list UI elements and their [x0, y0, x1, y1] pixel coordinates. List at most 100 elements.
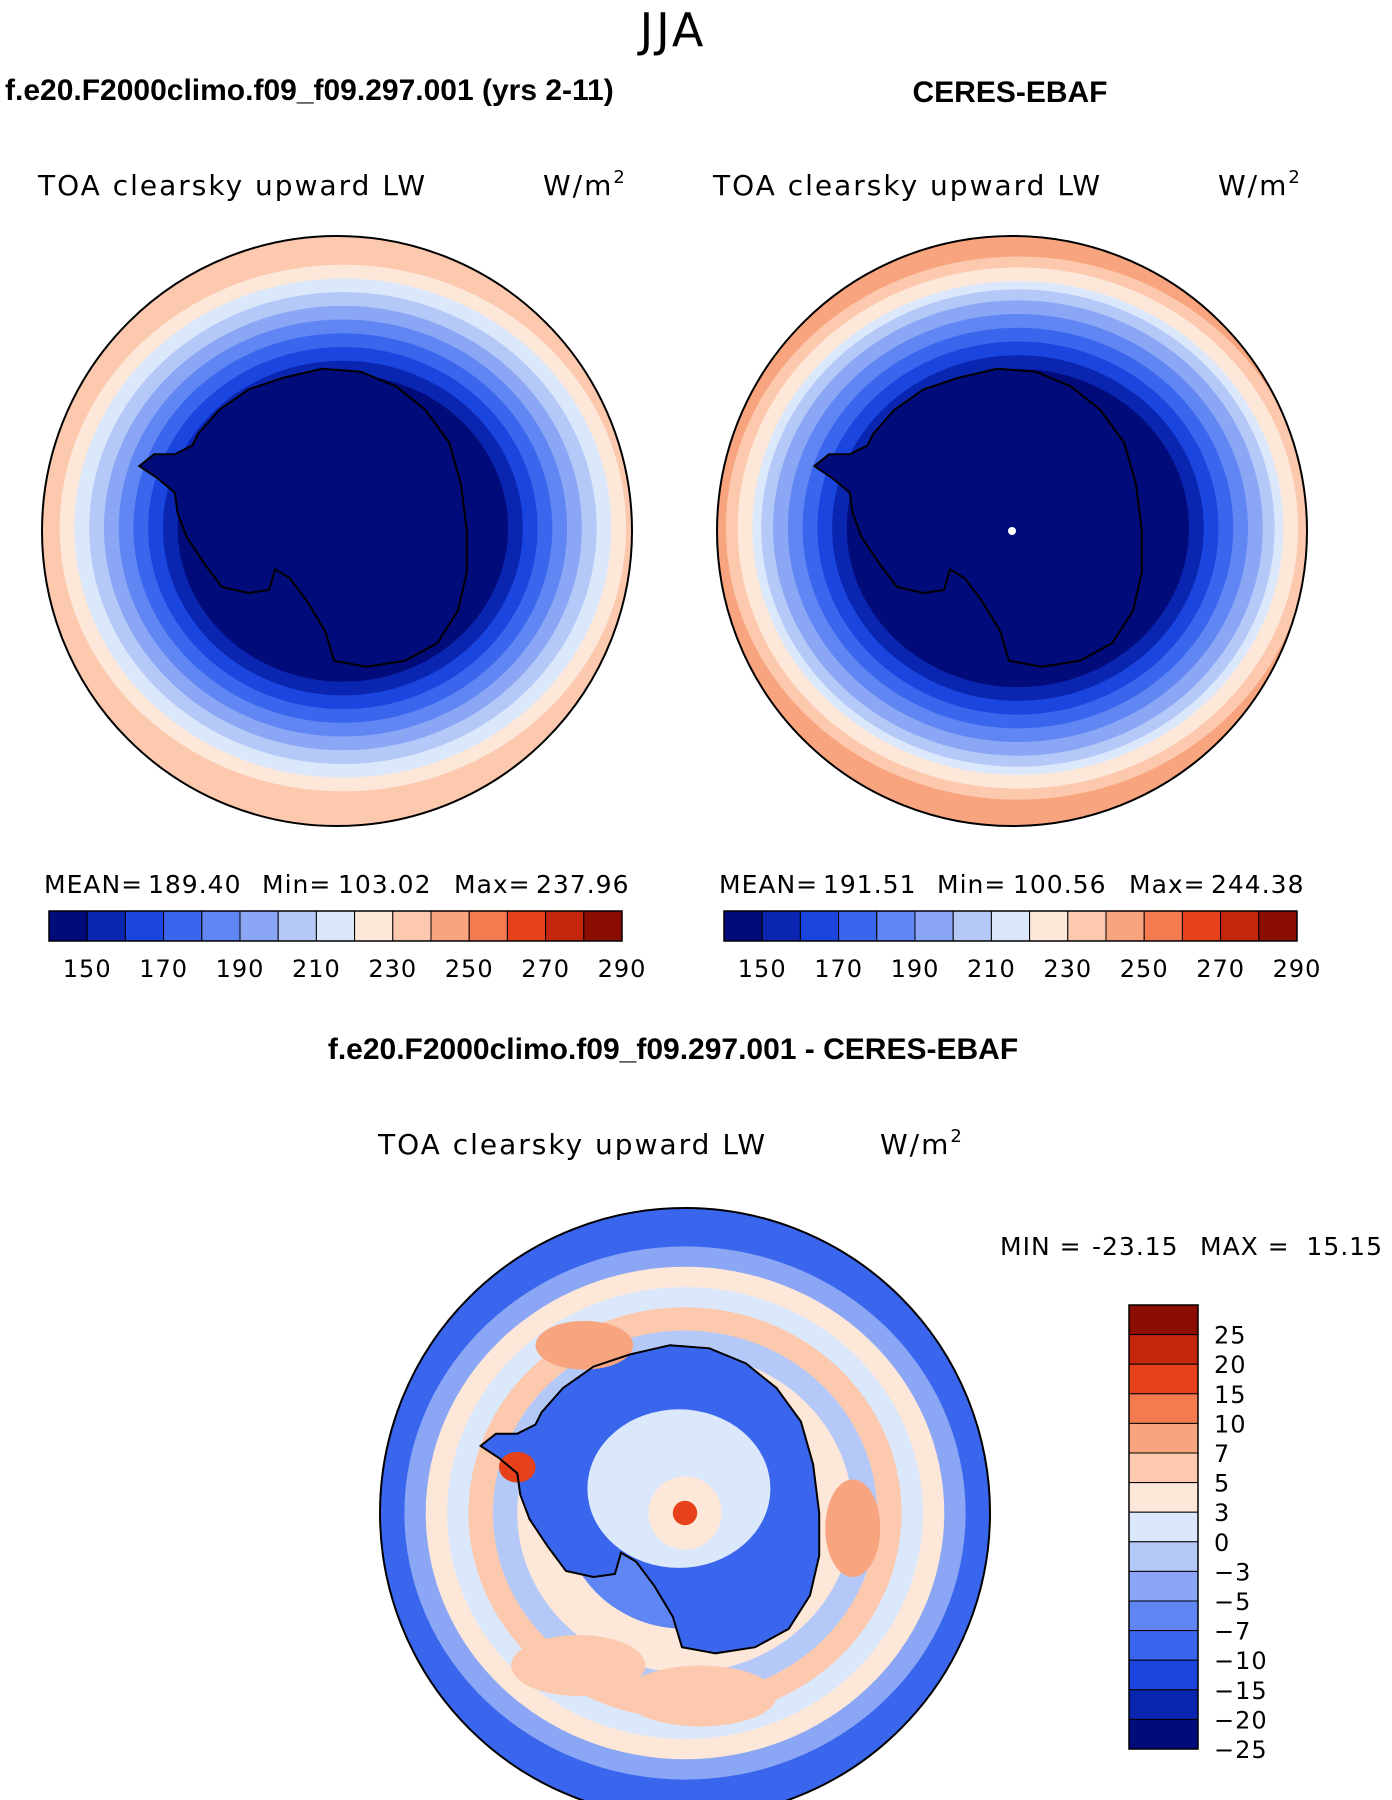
obs-map-border [716, 235, 1308, 827]
colorbar-swatch [354, 910, 394, 942]
colorbar-tick-label: 150 [63, 955, 112, 983]
colorbar-tick-label: −3 [1214, 1558, 1251, 1586]
model-mean-value: 189.40 [148, 870, 241, 899]
colorbar-swatch [124, 910, 165, 942]
colorbar-tick-label: 190 [891, 955, 940, 983]
diff-panel-title: f.e20.F2000climo.f09_f09.297.001 - CERES… [328, 1033, 1018, 1066]
colorbar-swatch [315, 910, 356, 942]
antarctica-coastline [478, 1344, 821, 1655]
diff-max-value: 15.15 [1306, 1232, 1383, 1261]
colorbar-swatch [430, 910, 470, 942]
colorbar-swatch [952, 910, 992, 942]
colorbar-swatch [1128, 1363, 1199, 1395]
obs-polar-map [717, 236, 1307, 826]
colorbar-swatch [1128, 1718, 1199, 1750]
diff-variable-label: TOA clearsky upward LW [377, 1128, 767, 1161]
colorbar-swatch [1128, 1511, 1199, 1543]
obs-colorbar: 150 170 190 210 230 250 270 290 [723, 910, 1320, 983]
colorbar-swatch [990, 910, 1031, 942]
colorbar-swatch [392, 910, 432, 942]
colorbar-swatch [1128, 1600, 1199, 1632]
obs-max-value: 244.38 [1211, 870, 1304, 899]
colorbar-swatch [1128, 1541, 1199, 1572]
colorbar-swatch [1258, 910, 1298, 942]
colorbar-swatch [761, 910, 801, 942]
colorbar-tick-label: 170 [139, 955, 188, 983]
colorbar-tick-label: −20 [1214, 1706, 1268, 1734]
diff-polar-map [380, 1208, 990, 1800]
colorbar-tick-label: 10 [1214, 1410, 1247, 1438]
obs-units-label: W/m2 [1218, 167, 1302, 202]
colorbar-tick-label: 5 [1214, 1470, 1230, 1498]
colorbar-tick-label: 20 [1214, 1351, 1247, 1379]
season-title: JJA [637, 3, 707, 57]
diff-units-label: W/m2 [880, 1126, 964, 1161]
model-units-label: W/m2 [543, 167, 627, 202]
obs-max-label: Max= [1129, 870, 1206, 899]
colorbar-swatch [1105, 910, 1145, 942]
contour-band [535, 1320, 634, 1370]
colorbar-swatch [1128, 1630, 1199, 1661]
model-map-border [41, 235, 633, 827]
colorbar-tick-label: 150 [738, 955, 787, 983]
model-variable-label: TOA clearsky upward LW [37, 169, 427, 202]
colorbar-swatch [506, 910, 547, 942]
colorbar-tick-label: 3 [1214, 1499, 1230, 1527]
colorbar-tick-label: 230 [368, 955, 417, 983]
obs-mean-value: 191.51 [823, 870, 916, 899]
colorbar-swatch [1220, 910, 1260, 942]
colorbar-swatch [723, 910, 763, 942]
colorbar-tick-label: 270 [521, 955, 570, 983]
obs-panel-title: CERES-EBAF [912, 76, 1107, 109]
colorbar-tick-label: 25 [1214, 1322, 1247, 1350]
colorbar-tick-label: −25 [1214, 1736, 1268, 1764]
colorbar-swatch [799, 910, 840, 942]
colorbar-swatch [201, 910, 241, 942]
antarctica-coastline [137, 367, 468, 668]
colorbar-swatch [914, 910, 954, 942]
colorbar-tick-label: 170 [814, 955, 863, 983]
colorbar-swatch [545, 910, 585, 942]
colorbar-swatch [583, 910, 623, 942]
model-mean-label: MEAN= [44, 870, 143, 899]
diff-min-value: -23.15 [1092, 1232, 1179, 1261]
model-panel-title: f.e20.F2000climo.f09_f09.297.001 (yrs 2-… [5, 74, 614, 107]
colorbar-swatch [1128, 1570, 1199, 1602]
colorbar-swatch [163, 910, 203, 942]
colorbar-swatch [1128, 1452, 1199, 1484]
colorbar-swatch [1143, 910, 1183, 942]
colorbar-tick-label: 210 [967, 955, 1016, 983]
colorbar-tick-label: −15 [1214, 1677, 1268, 1705]
obs-mean-label: MEAN= [719, 870, 818, 899]
colorbar-tick-label: −10 [1214, 1647, 1268, 1675]
colorbar-swatch [838, 910, 878, 942]
diff-map-border [379, 1207, 991, 1800]
model-min-label: Min= [262, 870, 331, 899]
colorbar-swatch [1128, 1689, 1199, 1720]
model-max-label: Max= [454, 870, 531, 899]
model-min-value: 103.02 [338, 870, 431, 899]
contour-band [825, 1479, 881, 1578]
pole-marker [1008, 527, 1016, 535]
colorbar-tick-label: −7 [1214, 1618, 1251, 1646]
model-max-value: 237.96 [536, 870, 629, 899]
colorbar-swatch [277, 910, 317, 942]
diff-min-label: MIN = [1000, 1232, 1082, 1261]
colorbar-tick-label: 290 [598, 955, 647, 983]
colorbar-swatch [468, 910, 508, 942]
colorbar-tick-label: 15 [1214, 1381, 1247, 1409]
antarctica-coastline [812, 367, 1143, 668]
obs-variable-label: TOA clearsky upward LW [712, 169, 1102, 202]
contour-band [511, 1635, 646, 1696]
colorbar-tick-label: 190 [216, 955, 265, 983]
colorbar-swatch [1128, 1393, 1199, 1424]
obs-min-label: Min= [937, 870, 1006, 899]
colorbar-tick-label: 7 [1214, 1440, 1230, 1468]
contour-band [498, 1452, 536, 1483]
colorbar-swatch [1128, 1304, 1199, 1336]
model-polar-map [42, 236, 632, 826]
contour-band [624, 1665, 777, 1727]
colorbar-swatch [1128, 1422, 1199, 1454]
